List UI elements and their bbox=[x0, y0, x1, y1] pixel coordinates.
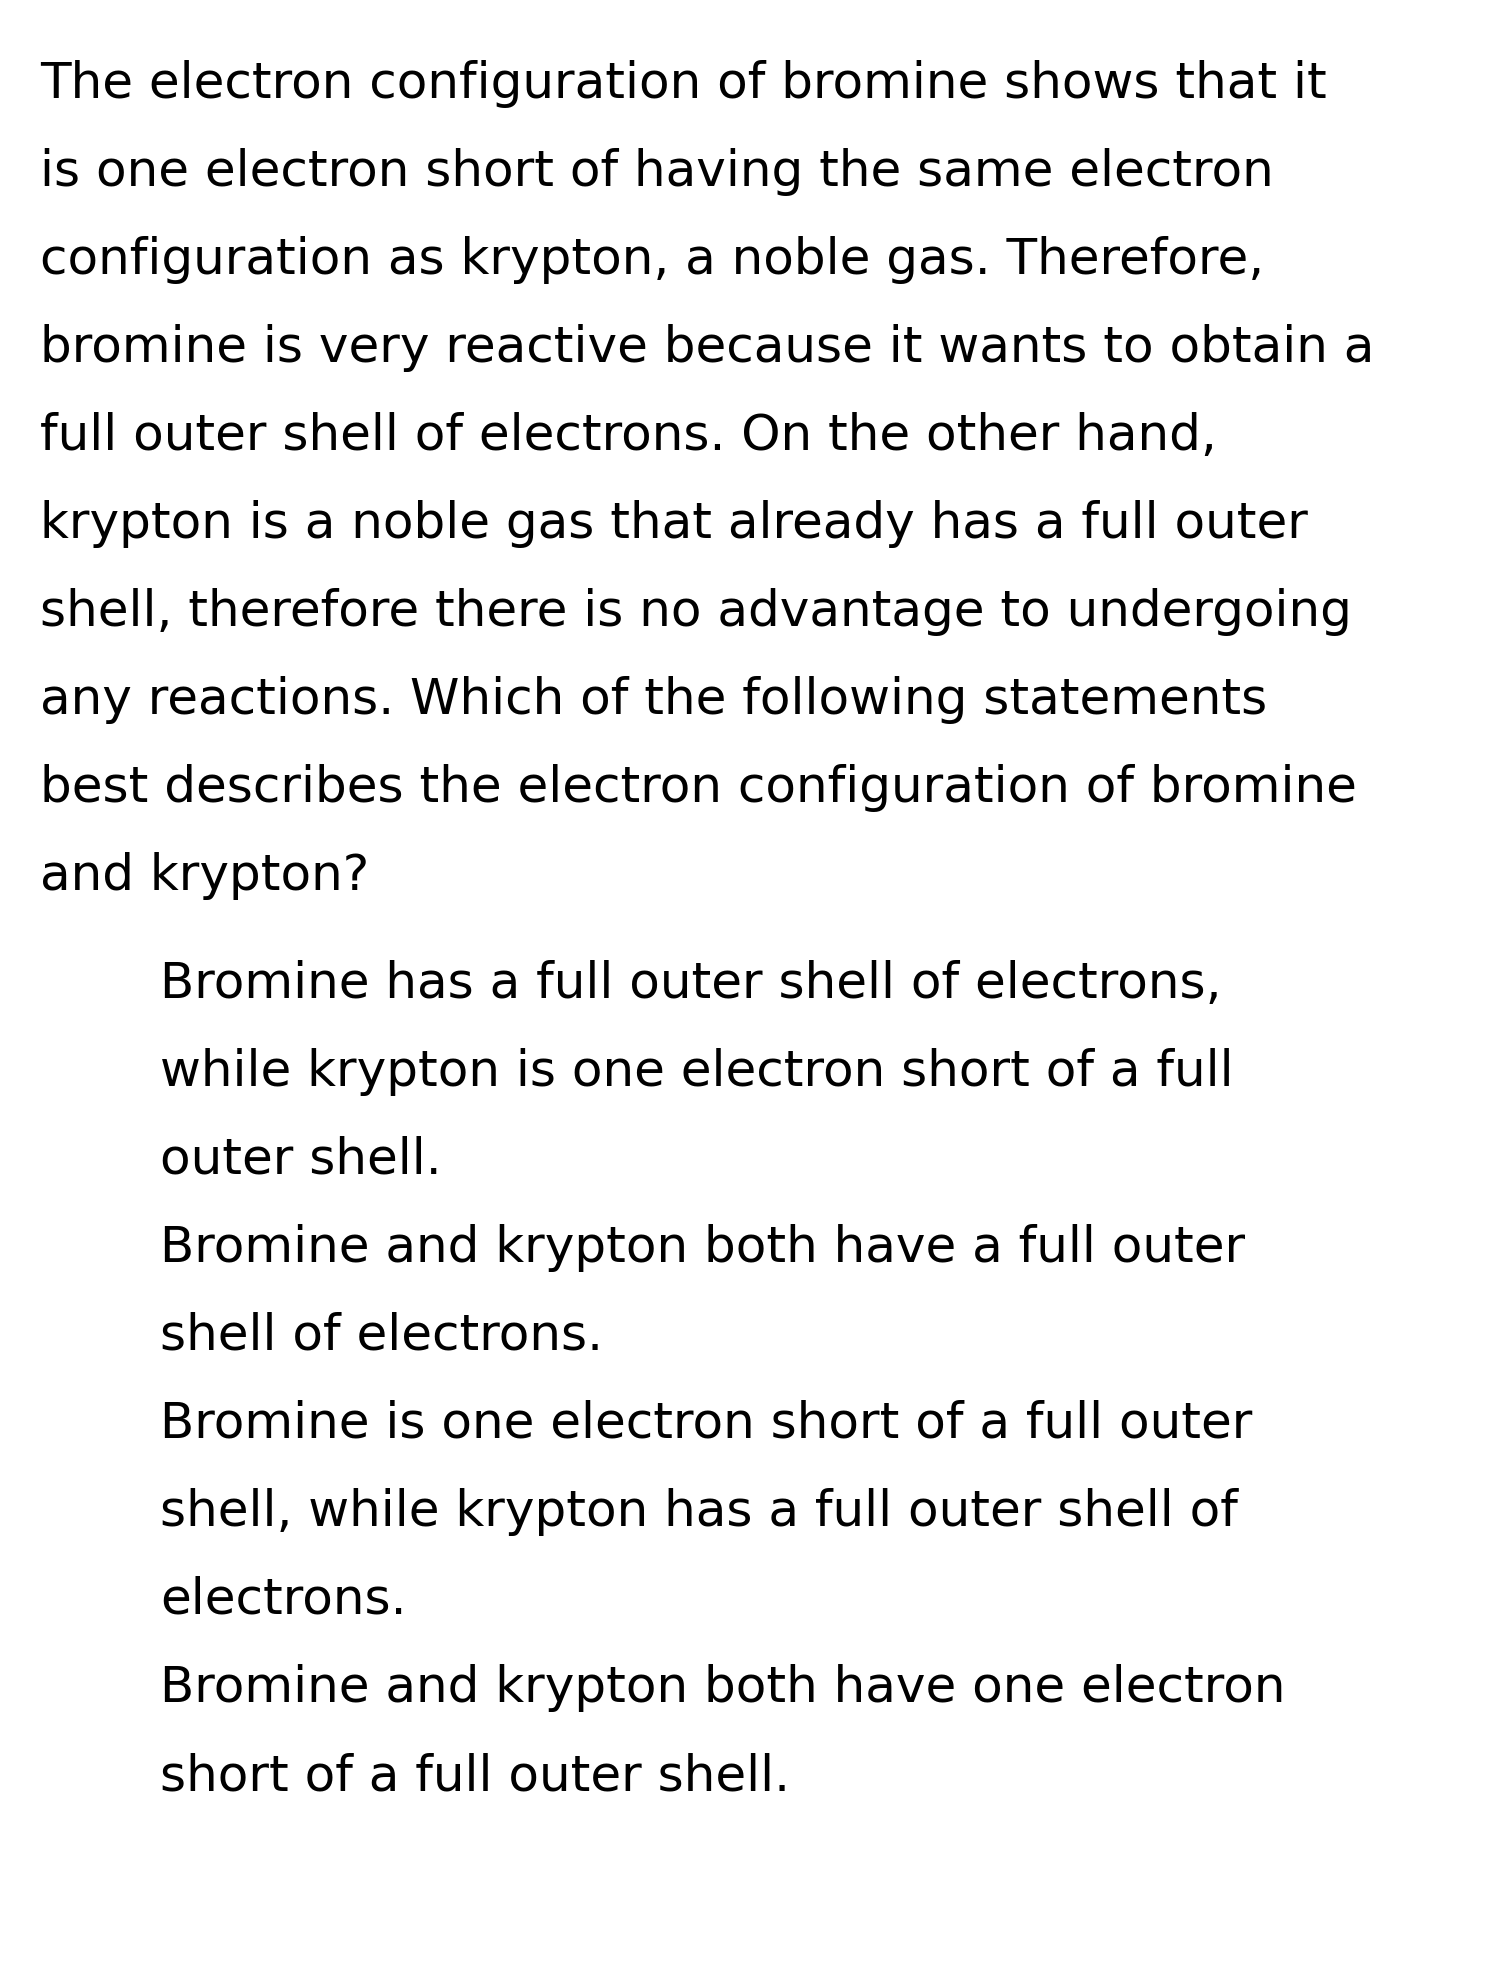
Text: any reactions. Which of the following statements: any reactions. Which of the following st… bbox=[40, 676, 1268, 723]
Text: shell of electrons.: shell of electrons. bbox=[160, 1312, 603, 1359]
Text: and krypton?: and krypton? bbox=[40, 852, 369, 899]
Text: short of a full outer shell.: short of a full outer shell. bbox=[160, 1753, 791, 1800]
Text: is one electron short of having the same electron: is one electron short of having the same… bbox=[40, 148, 1274, 196]
Text: bromine is very reactive because it wants to obtain a: bromine is very reactive because it want… bbox=[40, 324, 1374, 371]
Text: best describes the electron configuration of bromine: best describes the electron configuratio… bbox=[40, 765, 1358, 812]
Text: electrons.: electrons. bbox=[160, 1577, 407, 1624]
Text: outer shell.: outer shell. bbox=[160, 1136, 441, 1184]
Text: krypton is a noble gas that already has a full outer: krypton is a noble gas that already has … bbox=[40, 500, 1308, 547]
Text: Bromine is one electron short of a full outer: Bromine is one electron short of a full … bbox=[160, 1401, 1252, 1448]
Text: Bromine has a full outer shell of electrons,: Bromine has a full outer shell of electr… bbox=[160, 960, 1221, 1008]
Text: shell, while krypton has a full outer shell of: shell, while krypton has a full outer sh… bbox=[160, 1488, 1238, 1535]
Text: Bromine and krypton both have one electron: Bromine and krypton both have one electr… bbox=[160, 1664, 1286, 1711]
Text: while krypton is one electron short of a full: while krypton is one electron short of a… bbox=[160, 1047, 1233, 1097]
Text: configuration as krypton, a noble gas. Therefore,: configuration as krypton, a noble gas. T… bbox=[40, 235, 1264, 285]
Text: full outer shell of electrons. On the other hand,: full outer shell of electrons. On the ot… bbox=[40, 413, 1216, 460]
Text: shell, therefore there is no advantage to undergoing: shell, therefore there is no advantage t… bbox=[40, 589, 1352, 636]
Text: The electron configuration of bromine shows that it: The electron configuration of bromine sh… bbox=[40, 59, 1326, 109]
Text: Bromine and krypton both have a full outer: Bromine and krypton both have a full out… bbox=[160, 1223, 1245, 1273]
